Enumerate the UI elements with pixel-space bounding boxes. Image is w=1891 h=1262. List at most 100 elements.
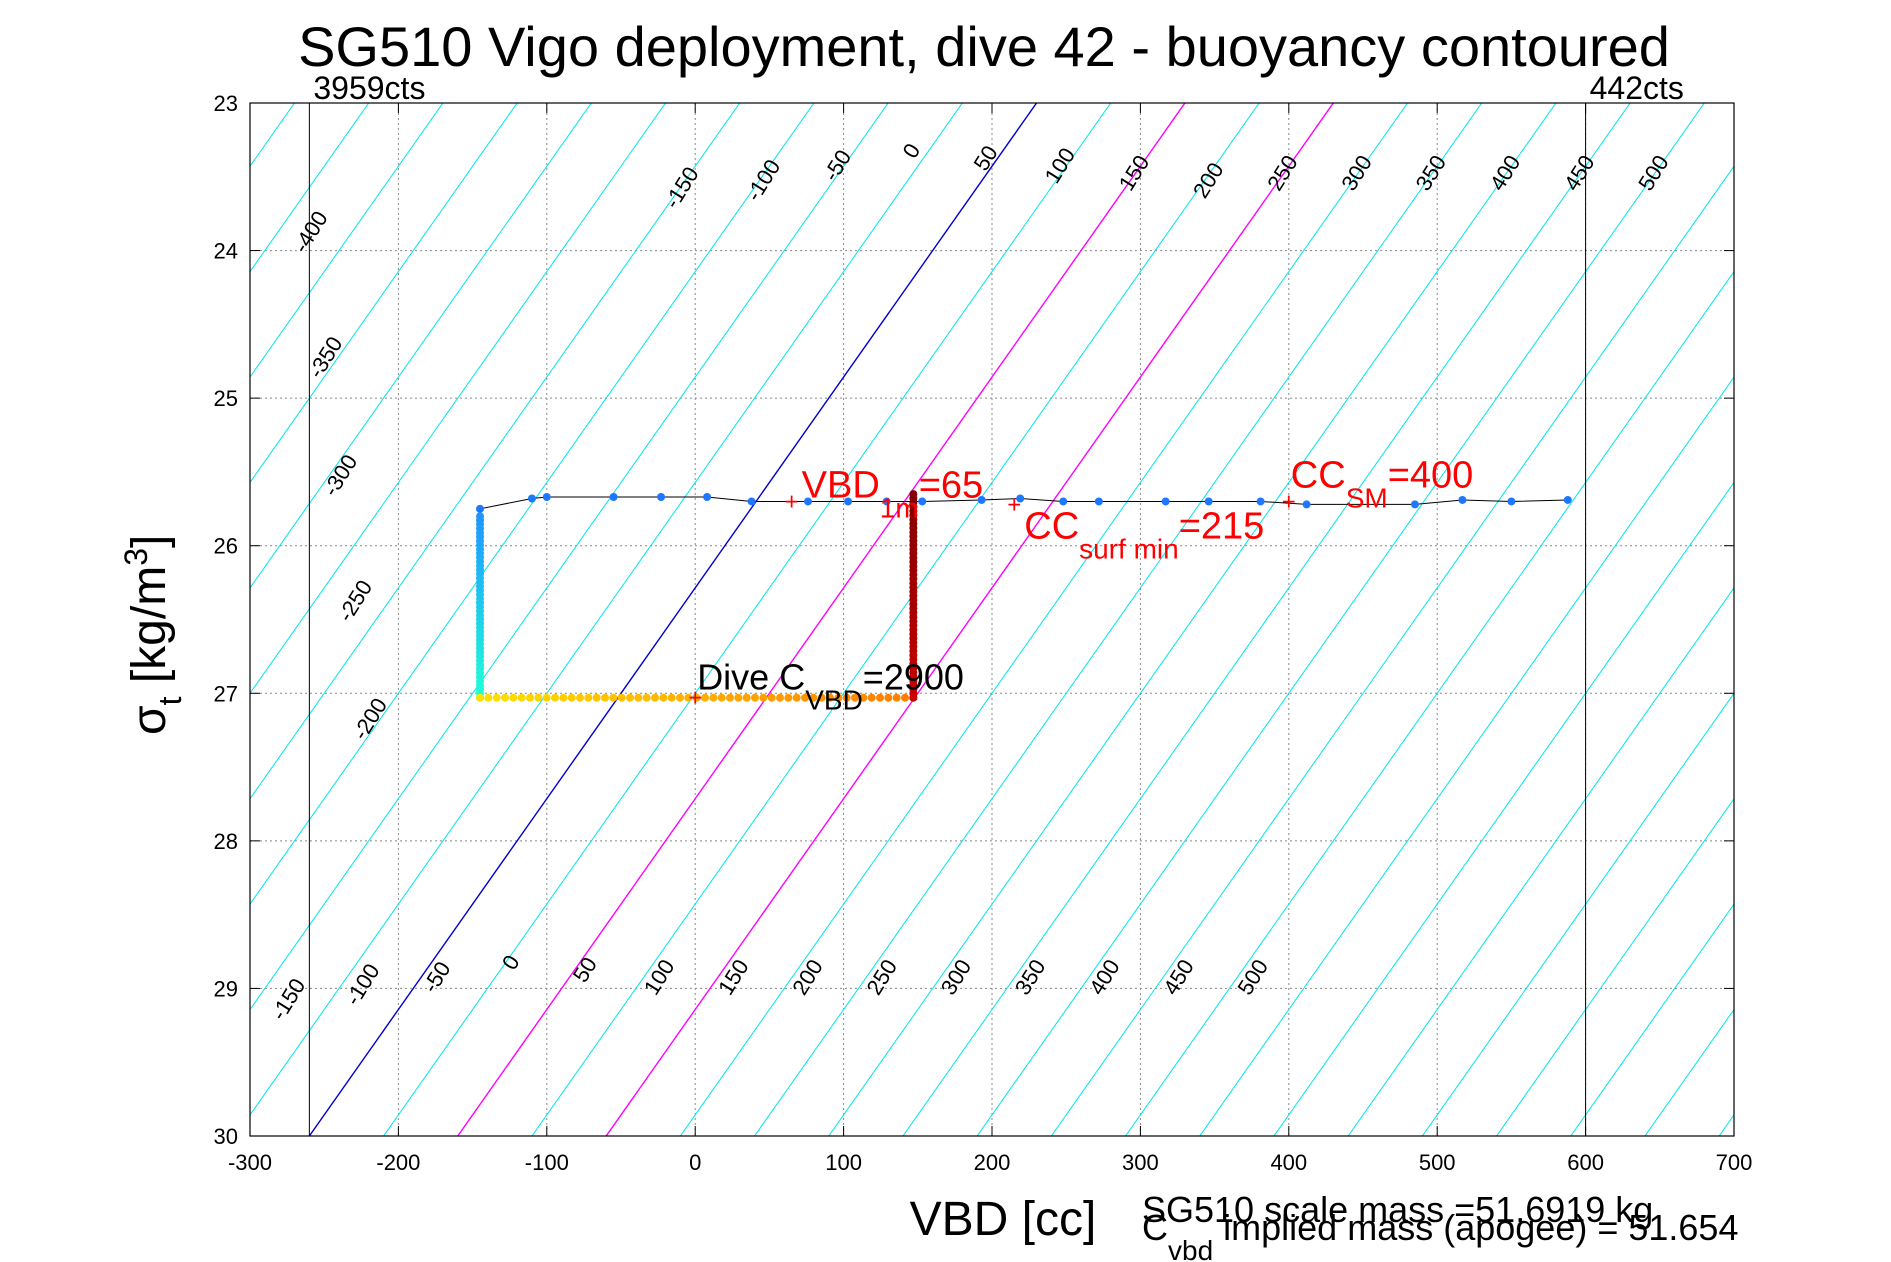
dive-point bbox=[792, 693, 801, 702]
contour-line bbox=[1718, 1114, 1734, 1136]
contour-label: 150 bbox=[1114, 151, 1155, 195]
profile-point bbox=[977, 495, 986, 504]
dive-point bbox=[509, 693, 518, 702]
profile-point bbox=[1094, 497, 1103, 506]
footer-scale-mass: SG510 scale mass =51.6919 kg bbox=[1142, 1189, 1653, 1230]
dive-point bbox=[726, 693, 735, 702]
dive-point bbox=[884, 693, 893, 702]
dive-point bbox=[876, 693, 885, 702]
contour-line bbox=[1050, 165, 1734, 1136]
dive-point bbox=[909, 490, 918, 499]
contour-line bbox=[250, 103, 741, 800]
profile-point bbox=[657, 493, 666, 502]
dive-point bbox=[751, 693, 760, 702]
x-tick-label: 100 bbox=[825, 1150, 862, 1175]
contour-label: 250 bbox=[861, 955, 902, 999]
contour-label: -50 bbox=[818, 145, 856, 185]
contour-line bbox=[679, 103, 1409, 1136]
contour-label: 500 bbox=[1232, 955, 1273, 999]
contour-line bbox=[828, 103, 1557, 1136]
contour-label: -50 bbox=[418, 957, 456, 997]
annotation-marker: + bbox=[688, 685, 702, 712]
y-tick-label: 28 bbox=[214, 829, 238, 854]
x-tick-label: 0 bbox=[689, 1150, 701, 1175]
dive-point bbox=[501, 693, 510, 702]
contour-label: 450 bbox=[1158, 955, 1199, 999]
contour-label: 300 bbox=[936, 955, 977, 999]
dive-point bbox=[901, 693, 910, 702]
dive-point bbox=[734, 693, 743, 702]
dive-point bbox=[576, 693, 585, 702]
contour-label: 350 bbox=[1010, 955, 1051, 999]
dive-point bbox=[867, 693, 876, 702]
dive-point bbox=[542, 693, 551, 702]
annotation-marker: + bbox=[785, 488, 799, 515]
dive-point bbox=[692, 693, 701, 702]
contour-line bbox=[976, 103, 1705, 1136]
profile-point bbox=[1204, 497, 1213, 506]
contour-line bbox=[1124, 270, 1734, 1136]
contour-line bbox=[753, 103, 1483, 1136]
contour-line bbox=[250, 103, 963, 1116]
contour-label: 400 bbox=[1084, 955, 1125, 999]
profile-point bbox=[527, 494, 536, 503]
annotation-dive-cvbd: Dive CVBD=2900 bbox=[697, 657, 964, 716]
x-tick-label: -100 bbox=[525, 1150, 569, 1175]
contour-label: 0 bbox=[898, 139, 926, 163]
contour-line bbox=[250, 103, 667, 695]
profile-point bbox=[1302, 500, 1311, 509]
dive-point bbox=[767, 693, 776, 702]
dive-point bbox=[809, 693, 818, 702]
profile-point bbox=[1507, 497, 1516, 506]
contour-label: 50 bbox=[568, 953, 602, 987]
contour-label: 0 bbox=[497, 951, 525, 975]
profile-point bbox=[803, 497, 812, 506]
y-tick-label: 26 bbox=[214, 534, 238, 559]
dive-point bbox=[892, 693, 901, 702]
annotation-marker: + bbox=[1282, 488, 1296, 515]
profile-point bbox=[1410, 500, 1419, 509]
contour-line bbox=[1199, 376, 1734, 1136]
footer-implied-mass: Cvbd implied mass (apogee) = 51.654 bbox=[1142, 1207, 1738, 1262]
dive-point bbox=[676, 693, 685, 702]
contour-line bbox=[250, 103, 889, 1011]
dive-point bbox=[551, 693, 560, 702]
profile-point bbox=[1059, 497, 1068, 506]
contour-line bbox=[456, 103, 1186, 1136]
x-tick-label: 200 bbox=[974, 1150, 1011, 1175]
dive-point bbox=[609, 693, 618, 702]
contour-line bbox=[1495, 797, 1734, 1136]
contour-line bbox=[250, 103, 518, 484]
dive-point bbox=[584, 693, 593, 702]
dive-point bbox=[534, 693, 543, 702]
contour-line bbox=[1273, 481, 1734, 1136]
dive-point bbox=[526, 693, 535, 702]
x-tick-label: 400 bbox=[1270, 1150, 1307, 1175]
dive-point bbox=[667, 693, 676, 702]
dive-point bbox=[859, 693, 868, 702]
y-tick-label: 25 bbox=[214, 386, 238, 411]
dive-point bbox=[709, 693, 718, 702]
profile-point bbox=[1563, 495, 1572, 504]
dive-point bbox=[742, 693, 751, 702]
dive-point bbox=[759, 693, 768, 702]
contour-line bbox=[1347, 587, 1734, 1136]
contour-line bbox=[382, 103, 1112, 1136]
profile-point bbox=[1161, 497, 1170, 506]
x-tick-label: -200 bbox=[376, 1150, 420, 1175]
profile-point bbox=[703, 493, 712, 502]
chart-title: SG510 Vigo deployment, dive 42 - buoyanc… bbox=[298, 15, 1670, 78]
contour-line bbox=[605, 103, 1335, 1136]
y-axis-label: σt [kg/m3] bbox=[118, 535, 188, 735]
contour-label: 50 bbox=[969, 141, 1003, 175]
x-tick-label: -300 bbox=[228, 1150, 272, 1175]
dive-point bbox=[717, 693, 726, 702]
profile-point bbox=[1016, 494, 1025, 503]
contour-label: 200 bbox=[787, 955, 828, 999]
contour-label: -200 bbox=[348, 694, 393, 745]
grid-lines bbox=[250, 103, 1734, 1136]
profile-point bbox=[1256, 497, 1265, 506]
profile-point bbox=[476, 504, 485, 513]
contour-label: 350 bbox=[1411, 151, 1452, 195]
